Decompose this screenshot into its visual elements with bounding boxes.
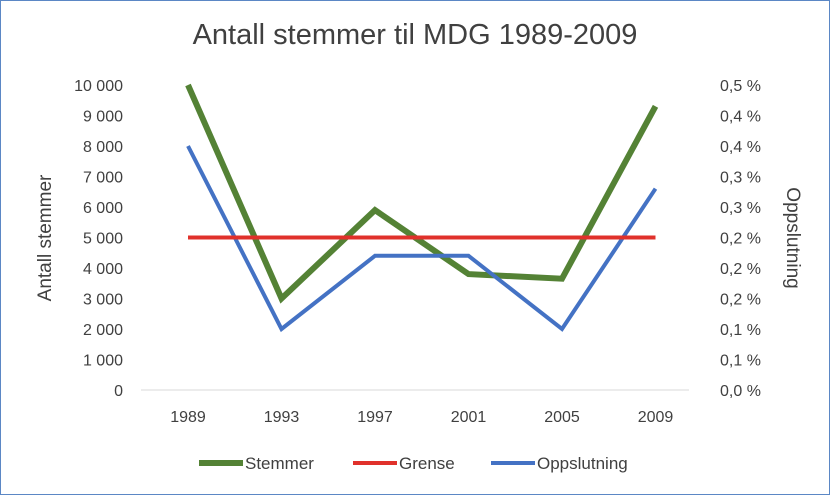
right-tick-label: 0,4 % bbox=[720, 109, 761, 126]
left-tick-label: 5 000 bbox=[83, 231, 123, 248]
left-tick-label: 3 000 bbox=[83, 292, 123, 309]
left-tick-label: 6 000 bbox=[83, 200, 123, 217]
series-line-stemmer bbox=[185, 83, 659, 304]
left-tick-label: 9 000 bbox=[83, 109, 123, 126]
legend-label-oppslutning: Oppslutning bbox=[537, 454, 628, 473]
right-tick-label: 0,3 % bbox=[720, 200, 761, 217]
legend-label-stemmer: Stemmer bbox=[245, 454, 314, 473]
right-tick-label: 0,0 % bbox=[720, 383, 761, 400]
right-tick-label: 0,3 % bbox=[720, 170, 761, 187]
x-tick-label: 2009 bbox=[638, 409, 674, 426]
x-tick-label: 2001 bbox=[451, 409, 487, 426]
left-tick-label: 2 000 bbox=[83, 322, 123, 339]
legend-label-grense: Grense bbox=[399, 454, 455, 473]
chart-title: Antall stemmer til MDG 1989-2009 bbox=[192, 19, 638, 51]
right-axis-title: Oppslutning bbox=[782, 187, 803, 288]
right-tick-label: 0,1 % bbox=[720, 322, 761, 339]
x-tick-label: 1997 bbox=[357, 409, 393, 426]
left-axis-title: Antall stemmer bbox=[35, 174, 56, 301]
left-tick-label: 8 000 bbox=[83, 139, 123, 156]
x-axis-ticks: 1989 1993 1997 2001 2005 2009 bbox=[170, 409, 673, 426]
left-tick-label: 7 000 bbox=[83, 170, 123, 187]
right-tick-label: 0,1 % bbox=[720, 353, 761, 370]
right-tick-label: 0,2 % bbox=[720, 231, 761, 248]
right-tick-label: 0,5 % bbox=[720, 78, 761, 95]
x-tick-label: 2005 bbox=[544, 409, 580, 426]
x-tick-label: 1993 bbox=[264, 409, 300, 426]
right-tick-label: 0,4 % bbox=[720, 139, 761, 156]
left-tick-label: 4 000 bbox=[83, 261, 123, 278]
right-tick-label: 0,2 % bbox=[720, 292, 761, 309]
x-tick-label: 1989 bbox=[170, 409, 206, 426]
left-axis-ticks: 0 1 000 2 000 3 000 4 000 5 000 6 000 7 000 8 00… bbox=[74, 78, 123, 400]
right-axis-ticks: 0,0 % 0,1 % 0,1 % 0,2 % 0,2 % 0,2 % 0,3 % 0,3 %… bbox=[720, 78, 761, 400]
series-line-oppslutning bbox=[186, 145, 658, 333]
right-tick-label: 0,2 % bbox=[720, 261, 761, 278]
left-tick-label: 10 000 bbox=[74, 78, 123, 95]
left-tick-label: 1 000 bbox=[83, 353, 123, 370]
legend: Stemmer Grense Oppslutning bbox=[199, 454, 628, 473]
series-lines bbox=[185, 83, 659, 333]
left-tick-label: 0 bbox=[114, 383, 123, 400]
